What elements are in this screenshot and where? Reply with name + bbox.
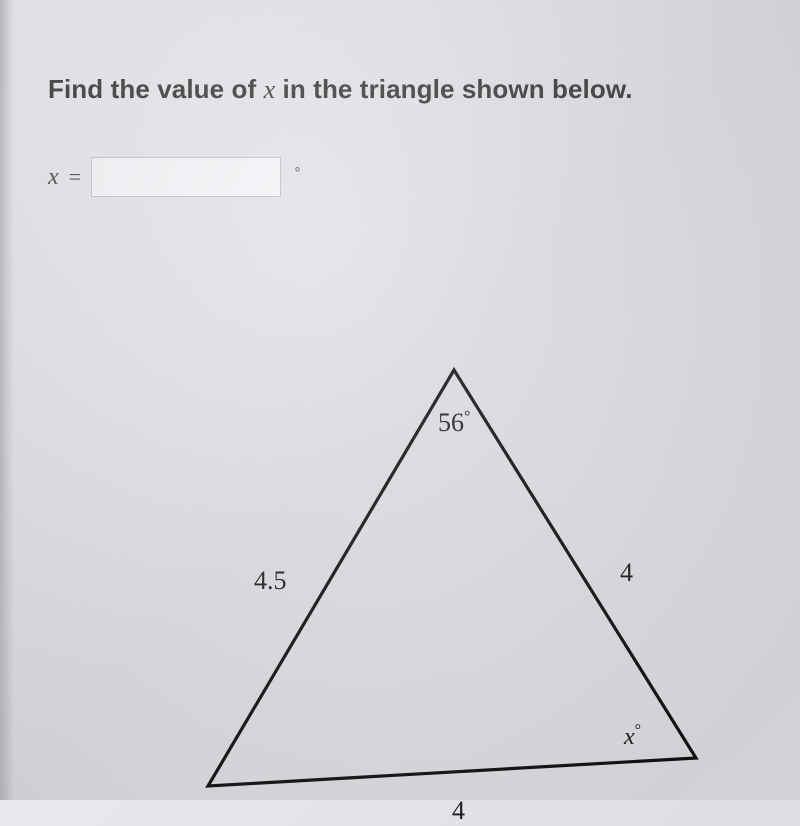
- degree-icon: °: [635, 722, 641, 739]
- question-suffix: in the triangle shown below.: [275, 74, 632, 104]
- left-side-value: 4.5: [254, 566, 287, 595]
- apex-angle-value: 56: [438, 408, 464, 437]
- answer-variable: x: [48, 164, 59, 191]
- apex-angle-label: 56°: [438, 408, 470, 438]
- question-variable: x: [264, 75, 276, 104]
- question-prefix: Find the value of: [48, 74, 264, 104]
- base-side-label: 4: [452, 796, 465, 826]
- triangle-svg: [168, 334, 728, 814]
- left-side-label: 4.5: [254, 566, 287, 596]
- equals-sign: =: [69, 164, 81, 190]
- device-edge: [0, 0, 14, 800]
- right-side-value: 4: [620, 558, 633, 587]
- right-side-label: 4: [620, 558, 633, 588]
- question-text: Find the value of x in the triangle show…: [48, 74, 770, 105]
- page-content: Find the value of x in the triangle show…: [48, 74, 770, 197]
- degree-icon: °: [464, 408, 470, 425]
- triangle-figure: 56° 4.5 4 x° 4: [168, 334, 728, 814]
- answer-input[interactable]: [91, 157, 281, 197]
- base-side-value: 4: [452, 796, 465, 825]
- x-angle-label: x°: [624, 722, 641, 751]
- degree-unit: ∘: [293, 160, 302, 177]
- answer-row: x = ∘: [48, 157, 770, 197]
- x-angle-variable: x: [624, 724, 635, 750]
